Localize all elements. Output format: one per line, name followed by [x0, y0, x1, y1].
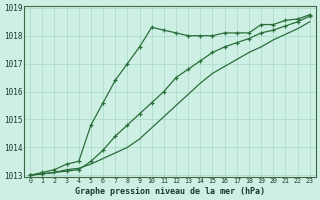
X-axis label: Graphe pression niveau de la mer (hPa): Graphe pression niveau de la mer (hPa) — [75, 187, 265, 196]
